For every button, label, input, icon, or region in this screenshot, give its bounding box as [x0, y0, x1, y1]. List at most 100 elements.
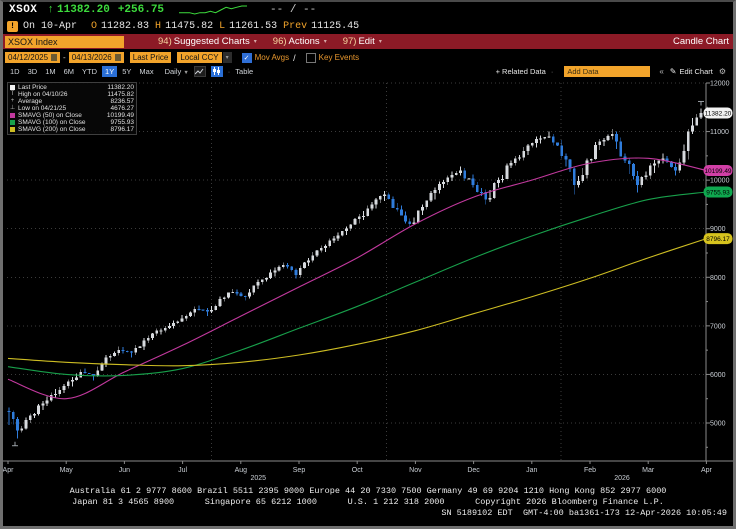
range-tab-1y[interactable]: 1Y: [102, 65, 118, 77]
date-to-input[interactable]: 04/13/2026: [68, 52, 124, 63]
menu-item-label: Edit: [358, 36, 375, 47]
mov-avgs-label: Mov Avgs: [254, 53, 290, 62]
collapse-icon[interactable]: «: [659, 66, 664, 76]
footer-contact-line2: Japan 81 3 4565 8900 Singapore 65 6212 1…: [72, 497, 664, 507]
range-tab-max[interactable]: Max: [139, 66, 154, 76]
legend-label: Low on 04/21/25: [18, 105, 67, 112]
x-axis-label: Mar: [642, 467, 655, 474]
legend-label: Last Price: [18, 84, 47, 91]
line-chart-icon[interactable]: [193, 65, 206, 77]
range-tab-5y[interactable]: 5Y: [122, 66, 132, 76]
price-chart[interactable]: 5000 6000 7000 8000 9000 10000 11000 12000 Apr Ma…: [3, 78, 733, 483]
footer-contact-line1: Australia 61 2 9777 8600 Brazil 5511 239…: [69, 486, 667, 496]
key-events-checkbox[interactable]: [305, 52, 316, 63]
y-axis-label: 7000: [710, 323, 726, 330]
legend-item: SMAVG (200) on Close 8796.17: [10, 126, 134, 133]
legend-item: T High on 04/10/26 11475.82: [10, 91, 134, 98]
separator-dot: ·: [227, 66, 231, 76]
sma50-line: [7, 157, 707, 400]
y-axis-label: 8000: [710, 275, 726, 282]
calendar-icon[interactable]: [114, 54, 121, 61]
legend-label: Average: [18, 98, 43, 105]
date-from-input[interactable]: 04/12/2025: [5, 52, 61, 63]
legend-item: ⊥ Low on 04/21/25 4676.27: [10, 105, 134, 112]
prev-label: Prev: [283, 20, 308, 32]
menu-suggested-charts[interactable]: 94) Suggested Charts ▾: [158, 36, 257, 47]
separator-dot: ·: [550, 66, 554, 76]
open-label: O: [91, 20, 98, 32]
pencil-icon[interactable]: ✎: [669, 66, 677, 76]
price-tag: 11382.20: [703, 107, 733, 119]
currency-dropdown-button[interactable]: ▾: [222, 52, 232, 63]
y-axis-label: 5000: [710, 420, 726, 427]
period-dropdown[interactable]: Daily ▼: [164, 66, 189, 76]
candle-chart-icon[interactable]: [210, 65, 223, 77]
menu-actions[interactable]: 96) Actions ▾: [273, 36, 327, 47]
calendar-icon[interactable]: [51, 54, 58, 61]
range-tab-ytd[interactable]: YTD: [82, 66, 98, 76]
alert-icon[interactable]: !: [7, 20, 18, 32]
y-axis-label: 10000: [710, 178, 730, 185]
svg-text:10199.49: 10199.49: [704, 168, 731, 175]
gear-icon[interactable]: ⚙: [718, 66, 726, 76]
low-label: L: [219, 20, 226, 32]
year-label: 2026: [614, 475, 630, 482]
legend-label: High on 04/10/26: [18, 91, 68, 98]
x-axis-label: Sep: [293, 467, 306, 474]
price-tag: 8796.17: [703, 233, 733, 245]
chevron-down-icon: ▾: [323, 39, 327, 45]
x-axis-label: Feb: [584, 467, 596, 474]
currency-select[interactable]: Local CCY: [177, 52, 222, 63]
range-tab-bar: 1D 3D 1M 6M YTD 1Y 5Y Max Daily ▼ · Table + Rel…: [3, 64, 733, 78]
line-style-icon[interactable]: /: [293, 52, 296, 63]
footer: Australia 61 2 9777 8600 Brazil 5511 239…: [3, 483, 733, 519]
field-select[interactable]: Last Price: [129, 52, 172, 63]
moving-averages-layer: [7, 157, 707, 400]
chart-settings-toolbar: 04/12/2025 - 04/13/2026 Last Price Local…: [3, 51, 733, 64]
period-value: Daily: [164, 66, 182, 76]
key-events-label: Key Events: [318, 53, 360, 62]
last-price: 11382.20: [57, 4, 110, 16]
range-tab-3d[interactable]: 3D: [27, 66, 38, 76]
price-tag: 9755.93: [703, 186, 733, 198]
x-axis-label: Nov: [409, 467, 422, 474]
x-axis-label: Aug: [235, 467, 248, 474]
footer-session-info: SN 5189102 EDT GMT-4:00 ba1361-173 12-Ap…: [441, 508, 727, 518]
range-tab-6m[interactable]: 6M: [63, 66, 75, 76]
chart-tools: + Related Data · « ✎ Edit Chart ⚙: [495, 65, 729, 77]
high-label: H: [155, 20, 162, 32]
edit-chart-button[interactable]: Edit Chart: [679, 66, 713, 76]
legend-value: 8236.57: [110, 98, 135, 105]
menu-edit[interactable]: 97) Edit ▾: [343, 36, 382, 47]
add-data-input[interactable]: [564, 65, 651, 77]
session-date: On 10-Apr: [23, 20, 78, 32]
mov-avgs-checkbox[interactable]: ✓: [241, 52, 252, 63]
legend-item: Last Price 11382.20: [10, 84, 134, 91]
menu-item-label: Suggested Charts: [173, 36, 250, 47]
range-tab-1m[interactable]: 1M: [45, 66, 56, 76]
svg-text:8796.17: 8796.17: [706, 236, 730, 243]
related-data-button[interactable]: + Related Data: [495, 66, 546, 76]
marker-glyph: T: [10, 91, 15, 97]
legend-value: 9755.93: [110, 119, 135, 126]
chart-legend: Last Price 11382.20 T High on 04/10/26 11475…: [7, 82, 137, 135]
x-axis-label: Oct: [352, 467, 363, 474]
x-axis-label: Apr: [701, 467, 713, 474]
menu-item-label: Actions: [288, 36, 320, 47]
menu-bar: XSOX Index 94) Suggested Charts ▾ 96) Ac…: [3, 34, 733, 49]
legend-item: + Average 8236.57: [10, 98, 134, 105]
svg-text:9755.93: 9755.93: [706, 189, 730, 196]
security-input[interactable]: XSOX Index: [5, 35, 124, 48]
range-tab-1d[interactable]: 1D: [10, 66, 20, 76]
legend-value: 4676.27: [110, 105, 135, 112]
marker-glyph: +: [10, 98, 15, 104]
open-value: 11282.83: [101, 20, 150, 32]
y-axis-label: 12000: [710, 81, 730, 88]
ticker-symbol: XSOX: [9, 4, 38, 16]
svg-text:11382.20: 11382.20: [705, 111, 732, 118]
menu-item-number: 94): [158, 36, 172, 47]
legend-label: SMAVG (100) on Close: [18, 119, 86, 126]
legend-item: SMAVG (50) on Close 10199.49: [10, 112, 134, 119]
table-button[interactable]: Table: [235, 66, 254, 76]
